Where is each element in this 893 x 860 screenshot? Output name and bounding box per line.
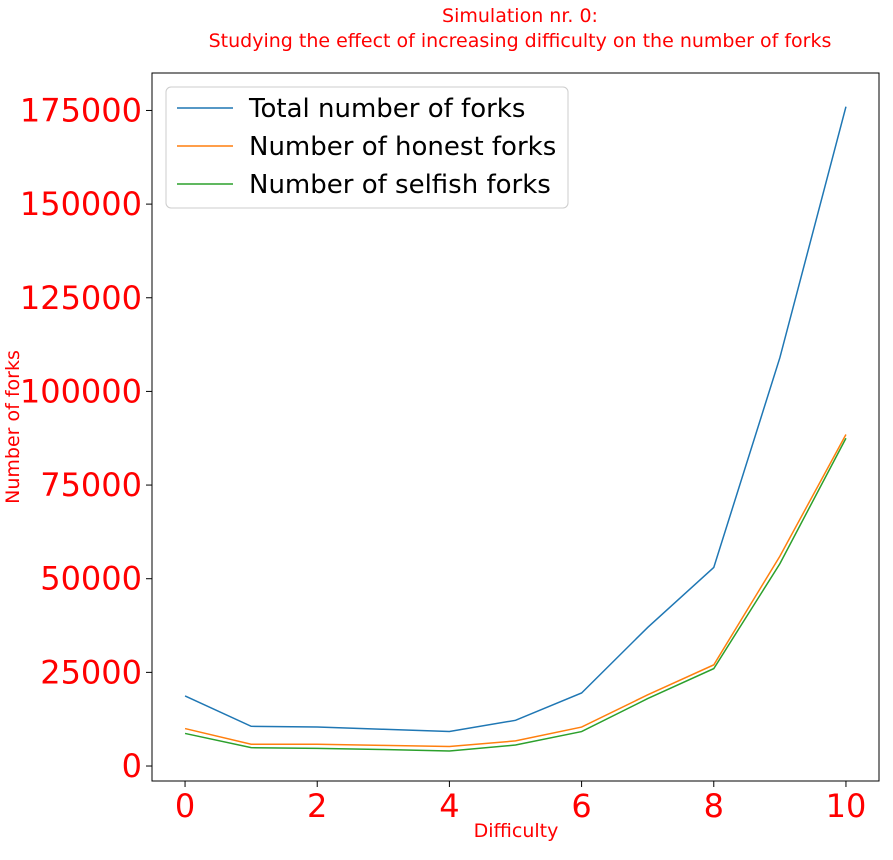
chart-title-line1: Simulation nr. 0: bbox=[442, 5, 598, 27]
y-tick-label: 100000 bbox=[20, 372, 142, 410]
legend-box bbox=[165, 86, 569, 209]
x-tick-label: 4 bbox=[439, 787, 459, 825]
x-tick-label: 2 bbox=[307, 787, 327, 825]
x-tick-label: 6 bbox=[571, 787, 591, 825]
series-line-2 bbox=[184, 434, 847, 748]
y-tick-label: 50000 bbox=[40, 560, 142, 598]
legend: Total number of forks Number of honest fo… bbox=[165, 86, 569, 209]
y-tick-label: 75000 bbox=[40, 466, 142, 504]
y-tick-label: 150000 bbox=[20, 185, 142, 223]
y-tick-label: 175000 bbox=[20, 91, 142, 129]
x-tick-label: 8 bbox=[704, 787, 724, 825]
x-tick-label: 0 bbox=[175, 787, 195, 825]
y-tick-label: 0 bbox=[122, 747, 142, 785]
y-tick-label: 25000 bbox=[40, 653, 142, 691]
x-tick-label: 10 bbox=[826, 787, 867, 825]
x-axis-label: Difficulty bbox=[474, 820, 559, 842]
y-axis-ticks: 0 25000 50000 75000 100000 125000 150000 175000 bbox=[20, 91, 152, 785]
chart-title-line2: Studying the effect of increasing diffic… bbox=[209, 30, 832, 52]
y-axis-label: Number of forks bbox=[2, 350, 24, 504]
legend-label-2: Number of honest forks bbox=[249, 132, 556, 162]
series-line-3 bbox=[184, 437, 847, 752]
plot-area-frame bbox=[151, 72, 880, 782]
x-axis-ticks: 0 2 4 6 8 10 bbox=[175, 781, 866, 825]
series-line-1 bbox=[184, 106, 847, 733]
y-tick-label: 125000 bbox=[20, 279, 142, 317]
series-lines bbox=[184, 106, 847, 752]
legend-label-3: Number of selfish forks bbox=[249, 170, 551, 200]
legend-label-1: Total number of forks bbox=[248, 94, 525, 124]
